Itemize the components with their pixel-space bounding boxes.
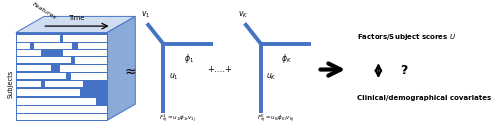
Text: Subjects: Subjects: [8, 69, 14, 98]
Polygon shape: [45, 81, 84, 87]
Polygon shape: [78, 43, 107, 49]
Text: $F^{1}_{itj} = u_{1i}\phi_{1t}v_{1j}$: $F^{1}_{itj} = u_{1i}\phi_{1t}v_{1j}$: [159, 113, 196, 125]
Polygon shape: [16, 98, 96, 105]
Text: Clinical/demographical covariates: Clinical/demographical covariates: [356, 95, 491, 101]
Polygon shape: [34, 43, 72, 49]
Text: $v_K$: $v_K$: [238, 9, 248, 20]
Polygon shape: [16, 106, 107, 113]
Text: Time: Time: [69, 15, 85, 22]
Polygon shape: [107, 16, 136, 120]
Polygon shape: [16, 114, 107, 121]
Polygon shape: [60, 66, 107, 72]
Polygon shape: [16, 81, 42, 87]
Polygon shape: [75, 57, 107, 64]
Text: Factors/Subject scores $U$: Factors/Subject scores $U$: [356, 32, 456, 42]
Polygon shape: [16, 43, 30, 49]
Text: $F^{K}_{itj} = u_{Ki}\phi_{Kt}v_{Kj}$: $F^{K}_{itj} = u_{Ki}\phi_{Kt}v_{Kj}$: [257, 113, 294, 125]
Polygon shape: [16, 65, 50, 71]
Text: ?: ?: [400, 64, 407, 77]
Polygon shape: [16, 50, 42, 56]
Polygon shape: [64, 50, 107, 56]
Polygon shape: [16, 89, 80, 96]
Text: $\phi_1$: $\phi_1$: [184, 52, 194, 65]
Text: Features: Features: [31, 2, 57, 21]
Polygon shape: [16, 16, 136, 33]
Polygon shape: [16, 57, 70, 63]
Text: $\phi_K$: $\phi_K$: [281, 52, 292, 65]
Text: $u_K$: $u_K$: [266, 71, 277, 82]
Text: $v_1$: $v_1$: [140, 9, 150, 20]
Polygon shape: [64, 35, 107, 42]
Polygon shape: [16, 33, 107, 120]
Polygon shape: [16, 35, 60, 42]
Text: ≈: ≈: [124, 65, 136, 79]
Polygon shape: [70, 73, 107, 80]
Text: $u_1$: $u_1$: [168, 71, 178, 82]
Polygon shape: [16, 73, 66, 79]
Text: +….+: +….+: [208, 65, 233, 74]
